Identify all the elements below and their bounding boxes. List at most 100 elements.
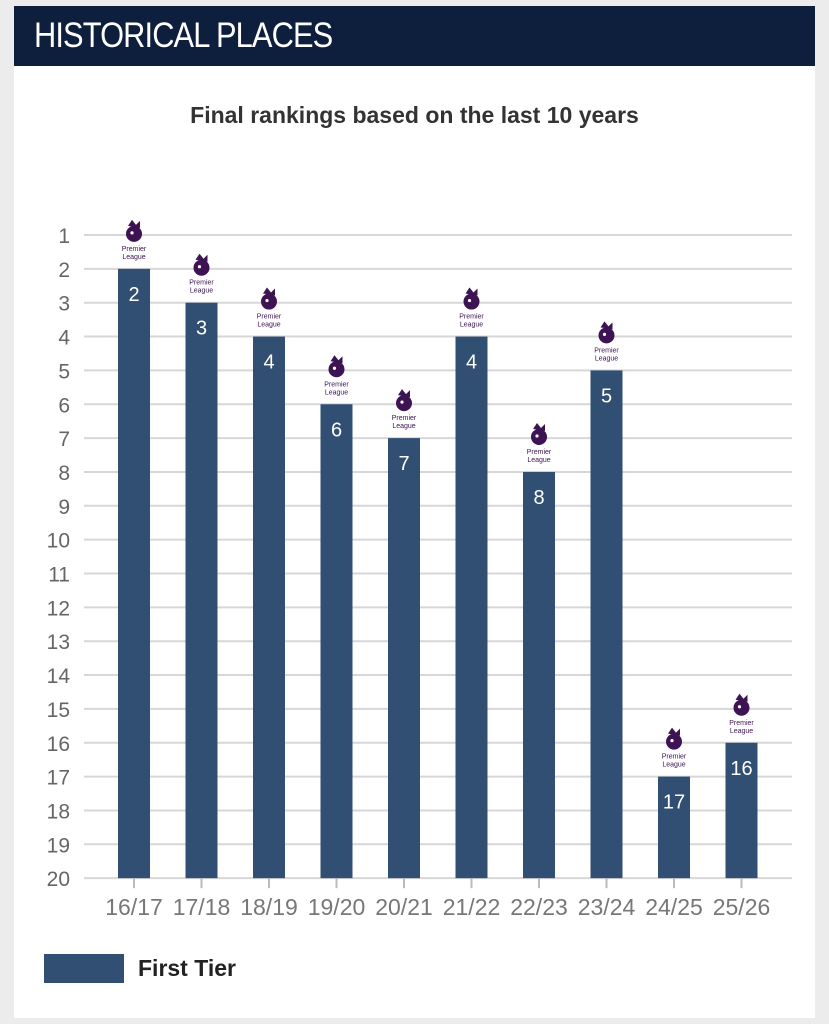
logo-eye xyxy=(130,231,134,235)
y-tick-label: 16 xyxy=(47,733,70,756)
x-axis-ticks: 16/17 17/18 18/19 19/20 20/21 21/22 22/23 23/24… xyxy=(105,878,770,920)
bar xyxy=(523,471,555,879)
bar xyxy=(590,370,623,879)
logo-text-line1: Premier xyxy=(459,314,484,321)
y-tick-label: 11 xyxy=(48,564,70,587)
logo-text-line1: Premier xyxy=(527,449,552,456)
logo-text-line1: Premier xyxy=(122,246,147,253)
logo-lion-head xyxy=(666,733,682,750)
logo-crown xyxy=(128,219,140,228)
y-tick-label: 9 xyxy=(58,496,70,519)
bars: 2PremierLeague3PremierLeague4PremierLeag… xyxy=(118,219,758,879)
logo-lion-head xyxy=(328,361,345,378)
logo-text-line2: League xyxy=(662,762,685,769)
logo-text-line2: League xyxy=(190,288,213,295)
logo-text-line2: League xyxy=(257,322,280,329)
logo-text-line1: Premier xyxy=(594,347,619,354)
logo-lion-head xyxy=(531,428,547,445)
bar-value-label: 16 xyxy=(730,758,752,780)
logo-eye xyxy=(602,332,607,336)
logo-crown xyxy=(668,727,680,736)
y-tick-label: 18 xyxy=(47,800,70,823)
legend-swatch-first-tier xyxy=(44,954,124,983)
logo-crown xyxy=(398,389,410,398)
logo-text-line2: League xyxy=(460,322,483,329)
x-tick-label: 22/23 xyxy=(510,894,568,920)
logo-text-line2: League xyxy=(595,355,618,362)
x-tick-label: 17/18 xyxy=(173,894,231,920)
bar-value-label: 7 xyxy=(398,453,409,475)
logo-eye xyxy=(197,265,202,269)
bar xyxy=(118,268,150,879)
bar xyxy=(658,776,690,879)
logo-text-line2: League xyxy=(730,728,753,735)
x-tick-label: 18/19 xyxy=(240,894,298,920)
bar-value-label: 2 xyxy=(128,284,139,306)
bar-value-label: 17 xyxy=(663,792,685,814)
logo-eye xyxy=(535,434,539,438)
logo-text-line2: League xyxy=(392,423,415,430)
x-tick-label: 20/21 xyxy=(375,894,433,920)
logo-text-line1: Premier xyxy=(257,314,282,321)
logo-text-line1: Premier xyxy=(189,280,214,287)
legend-label-first-tier: First Tier xyxy=(138,955,236,981)
logo-eye xyxy=(737,705,742,709)
logo-lion-head xyxy=(463,293,480,310)
y-tick-label: 20 xyxy=(47,868,70,891)
logo-text-line2: League xyxy=(527,457,550,464)
logo-crown xyxy=(330,355,343,364)
logo-text-line1: Premier xyxy=(392,415,417,422)
card-title: HISTORICAL PLACES xyxy=(34,16,333,55)
bar xyxy=(388,438,420,879)
y-tick-label: 17 xyxy=(47,767,70,790)
card-header: HISTORICAL PLACES xyxy=(14,6,815,66)
y-tick-label: 4 xyxy=(58,327,70,350)
chart-legend: First Tier xyxy=(44,954,236,983)
y-tick-label: 5 xyxy=(58,360,70,383)
logo-eye xyxy=(670,739,674,743)
logo-text-line1: Premier xyxy=(324,381,349,388)
bar xyxy=(455,336,488,879)
bar-value-label: 5 xyxy=(601,385,612,407)
x-tick-label: 21/22 xyxy=(443,894,501,920)
bar xyxy=(185,302,218,879)
y-tick-label: 12 xyxy=(47,597,70,620)
bar xyxy=(725,742,758,879)
y-tick-label: 10 xyxy=(47,530,70,553)
x-tick-label: 19/20 xyxy=(308,894,366,920)
logo-eye xyxy=(400,400,404,404)
chart-title: Final rankings based on the last 10 year… xyxy=(190,102,639,128)
logo-lion-head xyxy=(193,259,210,276)
y-tick-label: 6 xyxy=(58,394,70,417)
x-tick-label: 24/25 xyxy=(645,894,703,920)
y-tick-label: 8 xyxy=(58,462,70,485)
y-tick-label: 7 xyxy=(58,428,70,451)
logo-eye xyxy=(467,298,472,303)
logo-crown xyxy=(195,253,208,262)
y-tick-label: 13 xyxy=(47,631,70,654)
bar-value-label: 3 xyxy=(196,318,207,340)
logo-crown xyxy=(263,287,275,296)
y-tick-label: 3 xyxy=(58,293,70,316)
y-tick-label: 1 xyxy=(58,225,70,248)
y-tick-label: 2 xyxy=(58,259,70,282)
logo-crown xyxy=(465,287,478,296)
x-tick-label: 25/26 xyxy=(713,894,771,920)
logo-crown xyxy=(735,693,748,702)
logo-lion-head xyxy=(396,395,412,412)
logo-lion-head xyxy=(261,293,277,310)
bar-value-label: 6 xyxy=(331,419,342,441)
bar-value-label: 4 xyxy=(263,352,274,374)
y-tick-label: 15 xyxy=(47,699,70,722)
logo-lion-head xyxy=(598,327,615,344)
